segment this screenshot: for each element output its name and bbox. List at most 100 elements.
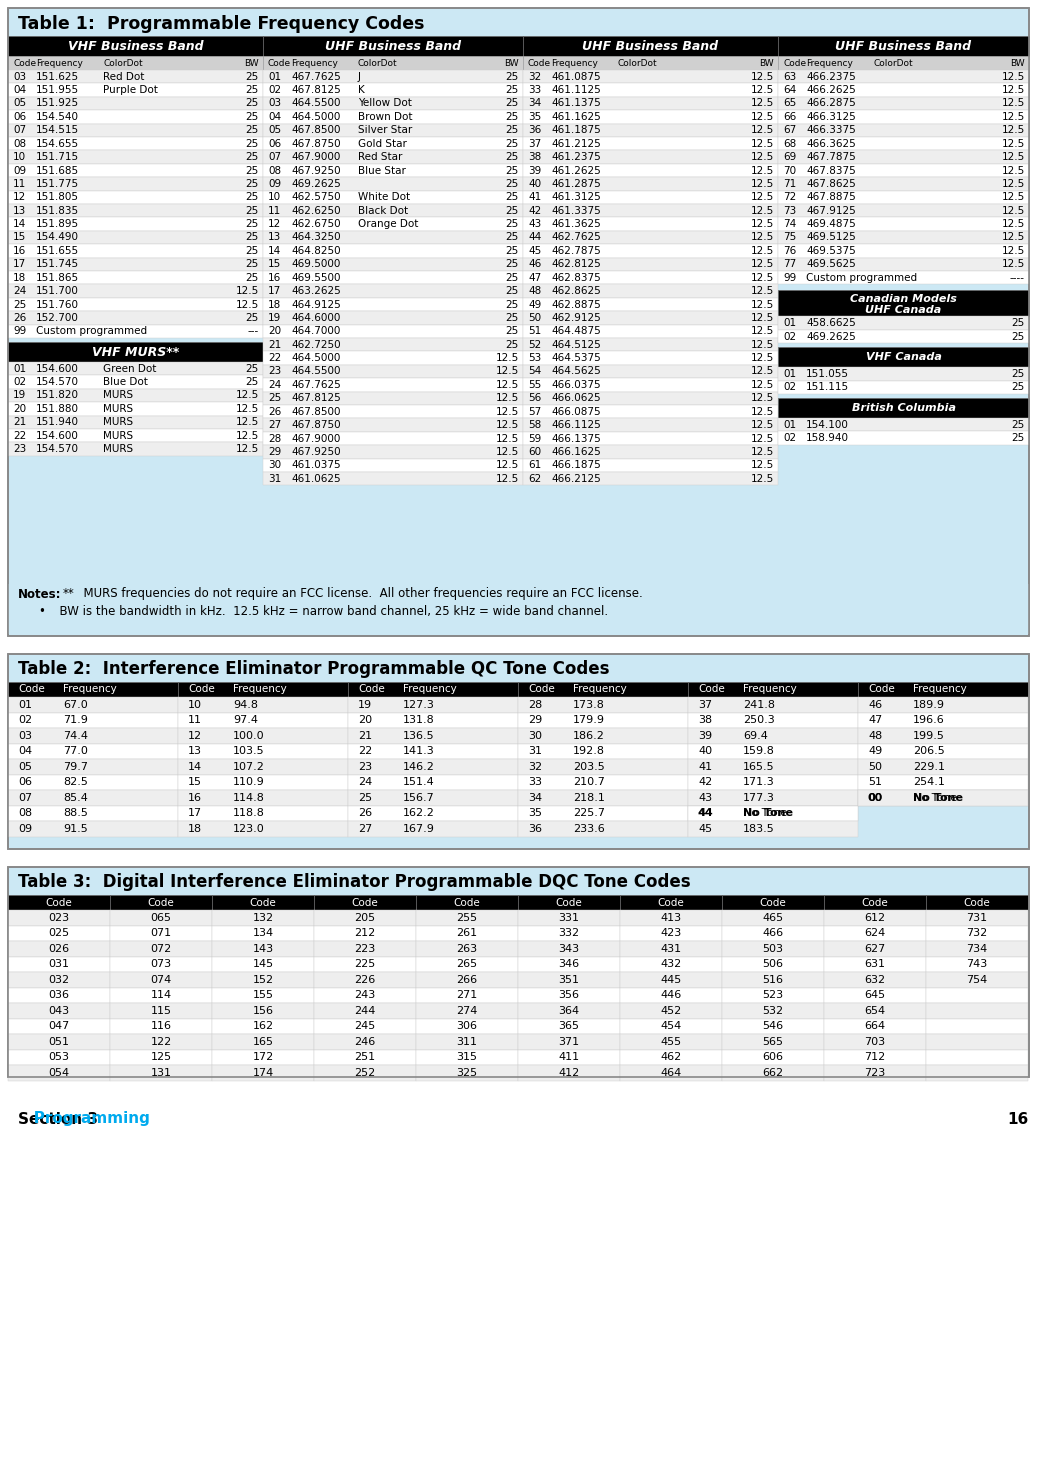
Text: 33: 33 bbox=[528, 777, 542, 788]
Bar bbox=[688, 820, 858, 837]
Text: UHF Canada: UHF Canada bbox=[865, 306, 942, 315]
Text: Code: Code bbox=[358, 684, 385, 695]
Text: 12.5: 12.5 bbox=[751, 166, 774, 176]
Bar bbox=[178, 760, 348, 774]
Text: 22: 22 bbox=[13, 430, 26, 440]
Text: 25: 25 bbox=[1012, 318, 1025, 328]
Text: 462.5750: 462.5750 bbox=[291, 192, 340, 202]
Bar bbox=[263, 204, 523, 217]
Text: 73: 73 bbox=[783, 205, 796, 216]
Bar bbox=[8, 7, 1029, 636]
Text: 251: 251 bbox=[355, 1052, 375, 1063]
Bar bbox=[824, 956, 926, 973]
Text: 42: 42 bbox=[698, 777, 712, 788]
Text: 77.0: 77.0 bbox=[63, 746, 88, 757]
Text: 466.0625: 466.0625 bbox=[551, 393, 600, 403]
Text: 69: 69 bbox=[783, 152, 796, 163]
Text: 01: 01 bbox=[783, 370, 796, 378]
Bar bbox=[263, 312, 523, 325]
Text: Brown Dot: Brown Dot bbox=[358, 112, 413, 121]
Bar bbox=[263, 418, 523, 432]
Text: 79.7: 79.7 bbox=[63, 761, 88, 772]
Text: MURS: MURS bbox=[103, 390, 133, 401]
Text: 192.8: 192.8 bbox=[573, 746, 605, 757]
Text: BW is the bandwidth in kHz.  12.5 kHz = narrow band channel, 25 kHz = wide band : BW is the bandwidth in kHz. 12.5 kHz = n… bbox=[52, 606, 608, 618]
Text: 146.2: 146.2 bbox=[403, 761, 435, 772]
Text: 074: 074 bbox=[150, 975, 172, 984]
Text: 12.5: 12.5 bbox=[751, 380, 774, 390]
Bar bbox=[110, 1049, 212, 1066]
Text: Custom programmed: Custom programmed bbox=[36, 327, 147, 337]
Text: 165.5: 165.5 bbox=[742, 761, 775, 772]
Text: 469.5000: 469.5000 bbox=[291, 259, 340, 269]
Text: 047: 047 bbox=[49, 1021, 69, 1032]
Text: 25: 25 bbox=[246, 99, 259, 108]
Text: 503: 503 bbox=[762, 944, 784, 953]
Text: 454: 454 bbox=[661, 1021, 681, 1032]
Bar bbox=[178, 712, 348, 729]
Bar bbox=[518, 698, 688, 712]
Text: 463.2625: 463.2625 bbox=[291, 287, 341, 296]
Text: 364: 364 bbox=[559, 1005, 580, 1015]
Text: 32: 32 bbox=[528, 761, 542, 772]
Text: 151.880: 151.880 bbox=[36, 403, 79, 414]
Text: Orange Dot: Orange Dot bbox=[358, 219, 418, 229]
Text: 172: 172 bbox=[252, 1052, 274, 1063]
Text: 532: 532 bbox=[762, 1005, 784, 1015]
Text: 47: 47 bbox=[868, 715, 882, 726]
Text: 88.5: 88.5 bbox=[63, 808, 88, 819]
Text: 12.5: 12.5 bbox=[751, 313, 774, 322]
Text: 151.055: 151.055 bbox=[806, 370, 849, 378]
Text: 466.2625: 466.2625 bbox=[806, 86, 856, 95]
Bar bbox=[212, 1004, 314, 1018]
Text: 17: 17 bbox=[13, 259, 26, 269]
Bar bbox=[523, 231, 778, 244]
Text: 39: 39 bbox=[528, 166, 541, 176]
Text: 177.3: 177.3 bbox=[742, 792, 775, 803]
Bar bbox=[620, 1035, 722, 1049]
Text: 13: 13 bbox=[13, 205, 26, 216]
Text: Code: Code bbox=[268, 59, 291, 68]
Bar bbox=[212, 987, 314, 1004]
Text: 467.7875: 467.7875 bbox=[806, 152, 856, 163]
Text: 731: 731 bbox=[966, 913, 987, 922]
Bar bbox=[8, 35, 263, 56]
Text: 12.5: 12.5 bbox=[496, 367, 518, 377]
Text: 25: 25 bbox=[506, 313, 518, 322]
Text: 25: 25 bbox=[13, 300, 26, 309]
Text: 12.5: 12.5 bbox=[1002, 112, 1025, 121]
Bar bbox=[778, 164, 1029, 177]
Text: 462.8625: 462.8625 bbox=[551, 287, 600, 296]
Bar bbox=[8, 1066, 110, 1080]
Text: 461.2875: 461.2875 bbox=[551, 179, 600, 189]
Text: 04: 04 bbox=[268, 112, 281, 121]
Text: 17: 17 bbox=[268, 287, 281, 296]
Text: 25: 25 bbox=[506, 219, 518, 229]
Text: 65: 65 bbox=[783, 99, 796, 108]
Text: 08: 08 bbox=[13, 139, 26, 149]
Bar bbox=[8, 1018, 110, 1035]
Bar bbox=[263, 284, 523, 297]
Text: No Tone: No Tone bbox=[742, 808, 793, 819]
Bar bbox=[178, 698, 348, 712]
Text: 25: 25 bbox=[1012, 370, 1025, 378]
Text: 466: 466 bbox=[762, 928, 784, 939]
Text: Code: Code bbox=[13, 59, 36, 68]
Text: 053: 053 bbox=[49, 1052, 69, 1063]
Text: 464.5500: 464.5500 bbox=[291, 367, 340, 377]
Bar bbox=[926, 956, 1028, 973]
Text: 02: 02 bbox=[783, 433, 796, 443]
Text: 25: 25 bbox=[246, 245, 259, 256]
Bar bbox=[523, 432, 778, 445]
Bar bbox=[263, 432, 523, 445]
Bar bbox=[263, 405, 523, 418]
Text: 07: 07 bbox=[18, 792, 32, 803]
Text: 241.8: 241.8 bbox=[742, 699, 775, 709]
Bar bbox=[523, 270, 778, 284]
Bar bbox=[926, 896, 1028, 910]
Bar bbox=[416, 987, 518, 1004]
Text: 331: 331 bbox=[559, 913, 580, 922]
Bar bbox=[518, 1035, 620, 1049]
Text: 151.895: 151.895 bbox=[36, 219, 79, 229]
Text: 461.3125: 461.3125 bbox=[551, 192, 600, 202]
